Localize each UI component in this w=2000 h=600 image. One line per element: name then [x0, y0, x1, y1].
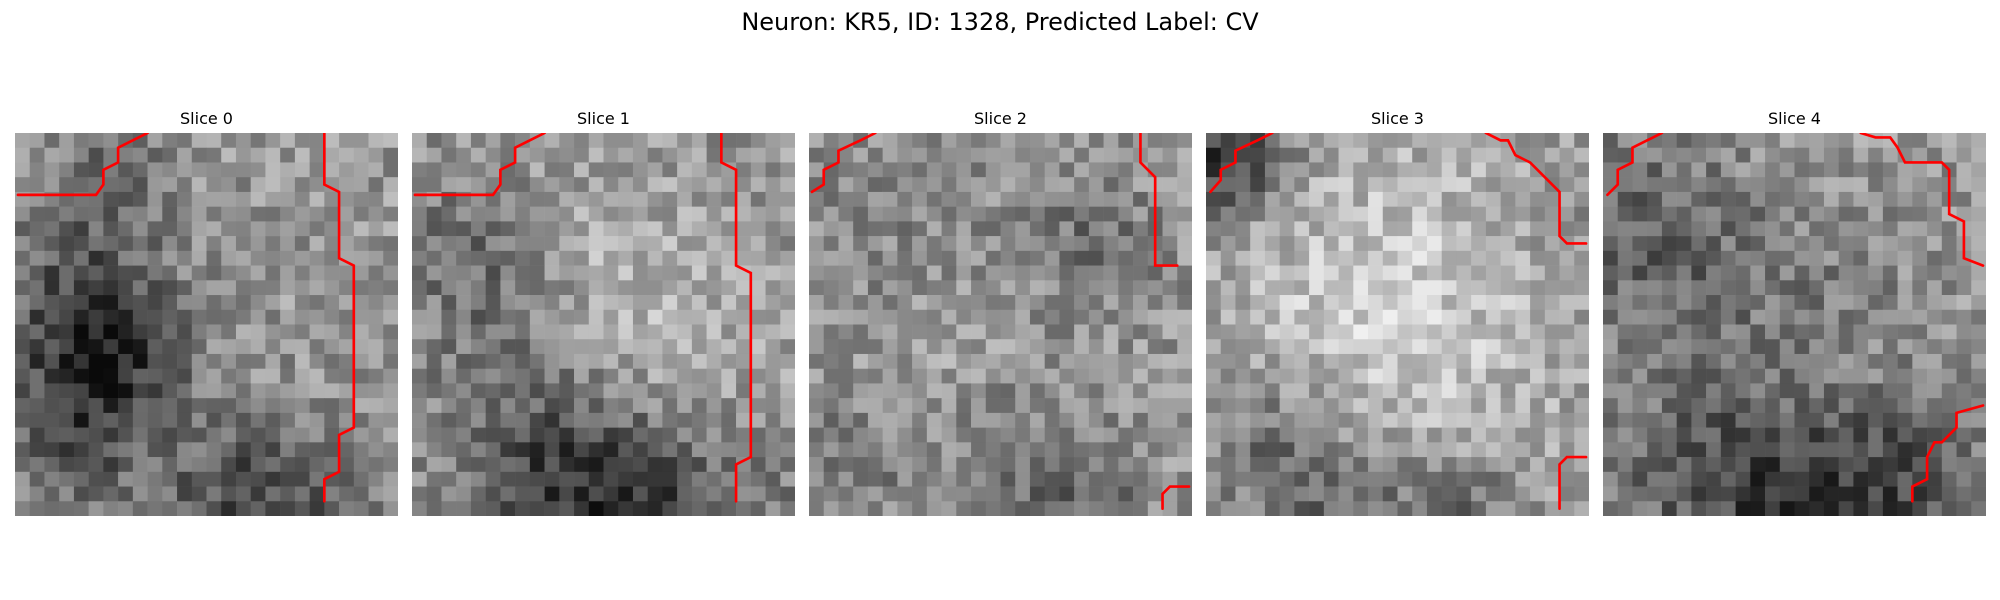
contour-line — [1209, 133, 1274, 194]
pixel-grid — [1206, 133, 1589, 516]
contour-line — [1484, 133, 1588, 245]
slice-panel-1: Slice 1 — [412, 105, 795, 516]
contour-line — [810, 133, 877, 194]
slice-image-0 — [15, 133, 398, 516]
pixel-grid — [809, 133, 1192, 516]
contour-line — [413, 133, 546, 197]
slice-title: Slice 4 — [1768, 109, 1821, 128]
slice-image-2 — [809, 133, 1192, 516]
slice-title: Slice 1 — [577, 109, 630, 128]
contour-line — [323, 133, 356, 503]
slice-image-4 — [1603, 133, 1986, 516]
contour-line — [16, 133, 149, 197]
contour-line — [1859, 133, 1985, 267]
contour-line — [1139, 133, 1179, 267]
pixel-grid — [1603, 133, 1986, 516]
contour-line — [1558, 455, 1588, 510]
contour-line — [720, 133, 753, 503]
figure-title: Neuron: KR5, ID: 1328, Predicted Label: … — [741, 8, 1259, 36]
slice-title: Slice 3 — [1371, 109, 1424, 128]
contour-line — [1911, 404, 1985, 503]
contour-line — [1161, 485, 1191, 510]
contour-line — [1606, 133, 1664, 197]
slice-panel-3: Slice 3 — [1206, 105, 1589, 516]
slice-image-3 — [1206, 133, 1589, 516]
slice-title: Slice 0 — [180, 109, 233, 128]
slice-panel-2: Slice 2 — [809, 105, 1192, 516]
pixel-grid — [412, 133, 795, 516]
slice-panel-4: Slice 4 — [1603, 105, 1986, 516]
slice-panel-0: Slice 0 — [15, 105, 398, 516]
slice-title: Slice 2 — [974, 109, 1027, 128]
slice-image-1 — [412, 133, 795, 516]
pixel-grid — [15, 133, 398, 516]
